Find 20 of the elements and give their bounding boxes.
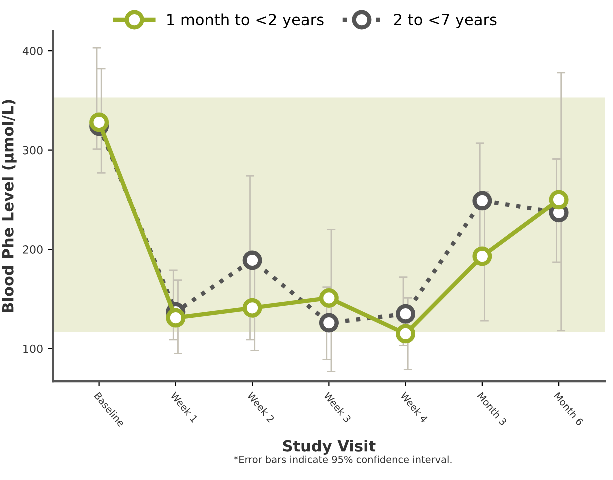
- point: [472, 246, 492, 266]
- point: [242, 250, 262, 270]
- point: [549, 190, 569, 210]
- point: [90, 112, 110, 132]
- point: [166, 308, 186, 328]
- point: [242, 298, 262, 318]
- y-tick-label: 200: [23, 246, 43, 254]
- legend-label: 2 to <7 years: [394, 14, 497, 29]
- y-tick-label: 400: [22, 47, 43, 56]
- point: [396, 324, 416, 344]
- x-axis-title: Study Visit: [283, 440, 376, 455]
- y-tick-label: 100: [24, 344, 43, 354]
- y-tick-label: 300: [23, 146, 43, 155]
- point: [472, 191, 492, 211]
- point: [319, 288, 339, 308]
- point: [396, 304, 416, 324]
- text: *Error bars indicate 95% confidence interval.: [234, 456, 452, 464]
- point: [319, 313, 339, 333]
- legend-label: 1 month to <2 years: [168, 14, 324, 29]
- y-axis-title: Blood Phe Level (µmol/L): [2, 100, 17, 313]
